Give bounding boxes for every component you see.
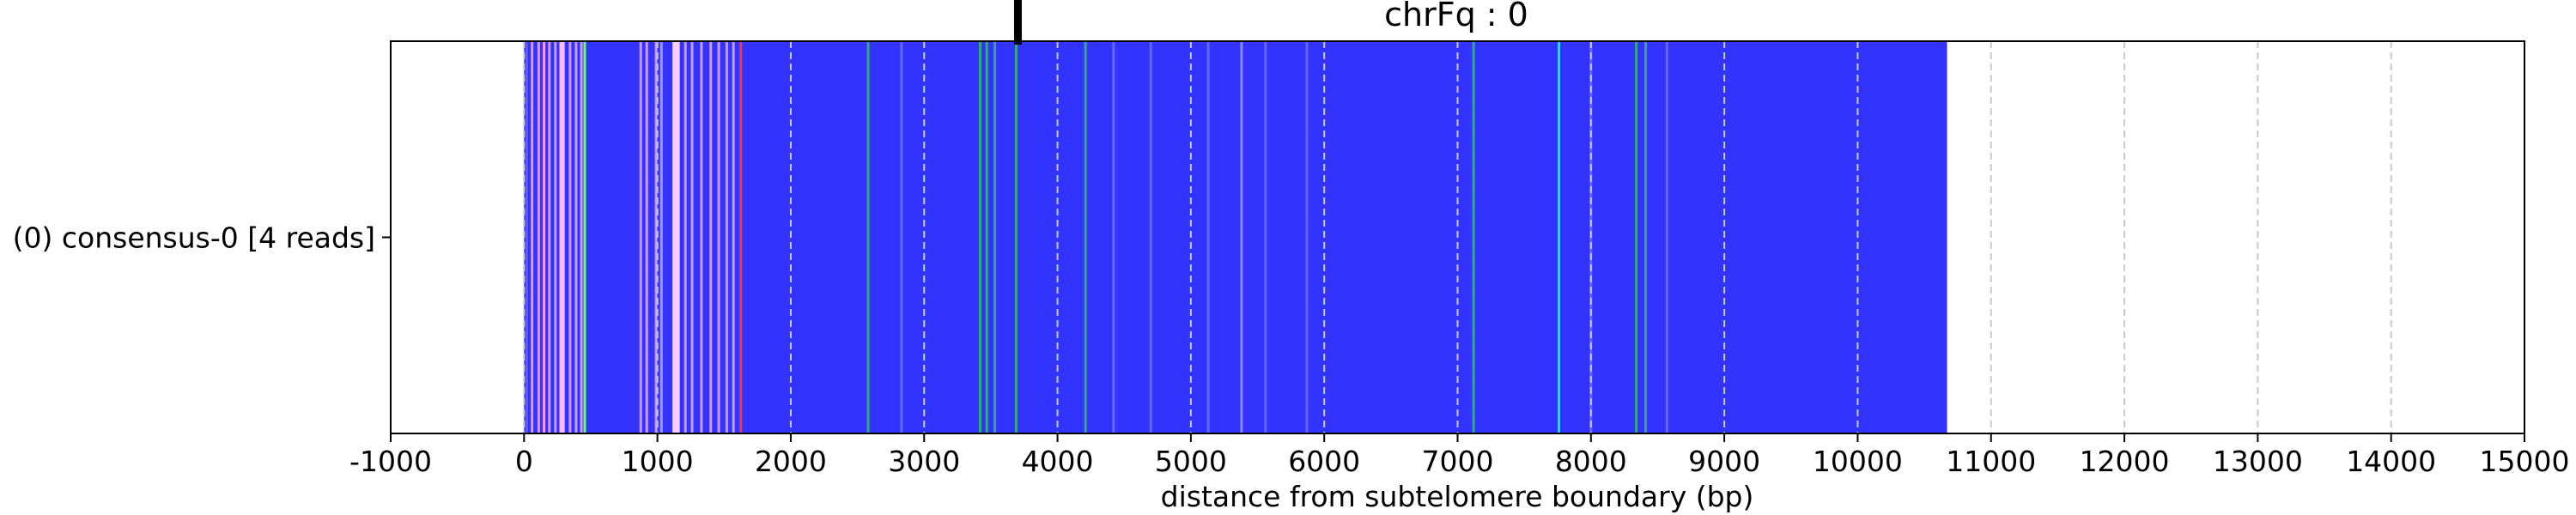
position-marker	[1013, 0, 1022, 45]
track-feature	[639, 41, 642, 433]
track-feature	[739, 41, 743, 433]
track-feature	[543, 41, 546, 433]
track-feature	[559, 41, 565, 433]
track-feature	[645, 41, 648, 433]
x-tick-label: 4000	[1022, 445, 1094, 478]
track-feature	[548, 41, 551, 433]
x-tick-label: 6000	[1288, 445, 1360, 478]
x-tick-label: 3000	[888, 445, 960, 478]
x-tick-label: 8000	[1555, 445, 1627, 478]
track-bar	[524, 41, 1947, 433]
track-feature	[659, 41, 663, 433]
x-tick-label: 2000	[755, 445, 827, 478]
track-feature	[900, 41, 903, 433]
x-tick-label: 11000	[1946, 445, 2036, 478]
track-feature	[537, 41, 540, 433]
track-feature	[732, 41, 735, 433]
track-feature	[700, 41, 703, 433]
track-feature	[1305, 41, 1309, 433]
track-feature	[574, 41, 578, 433]
x-tick-label: 12000	[2080, 445, 2170, 478]
track-feature	[1149, 41, 1152, 433]
track-label: (0) consensus-0 [4 reads]	[13, 221, 375, 255]
chart-title: chrFq : 0	[1384, 0, 1528, 33]
track-feature	[568, 41, 572, 433]
track-feature	[580, 41, 583, 433]
track-feature	[709, 41, 713, 433]
x-tick-label: 5000	[1155, 445, 1227, 478]
x-tick-label: 1000	[622, 445, 694, 478]
x-tick-label: 13000	[2213, 445, 2303, 478]
track-feature	[554, 41, 557, 433]
track-feature	[1264, 41, 1267, 433]
track-feature	[1084, 41, 1087, 433]
track-feature	[866, 41, 870, 433]
track-feature	[583, 41, 586, 433]
track-feature	[1472, 41, 1475, 433]
track-feature	[1112, 41, 1115, 433]
track-feature	[1665, 41, 1668, 433]
x-tick-label: 14000	[2346, 445, 2436, 478]
track-feature	[725, 41, 728, 433]
x-tick-label: 10000	[1813, 445, 1903, 478]
track-feature	[1643, 41, 1647, 433]
track-feature	[717, 41, 720, 433]
track-feature	[672, 41, 680, 433]
x-axis-label: distance from subtelomere boundary (bp)	[1161, 480, 1754, 513]
track-feature	[1206, 41, 1210, 433]
track-feature	[993, 41, 997, 433]
track-feature	[654, 41, 658, 433]
track-feature	[978, 41, 981, 433]
x-tick-label: 7000	[1422, 445, 1494, 478]
track-feature	[1014, 41, 1018, 433]
track-feature	[1558, 41, 1561, 433]
track-feature	[1635, 41, 1638, 433]
track-feature	[531, 41, 534, 433]
track-feature	[1240, 41, 1243, 433]
x-tick-label: 0	[515, 445, 533, 478]
track-feature	[683, 41, 687, 433]
x-tick-label: 15000	[2480, 445, 2570, 478]
track-feature	[690, 41, 694, 433]
track-feature	[525, 41, 528, 433]
x-tick-label: 9000	[1688, 445, 1760, 478]
track-feature	[985, 41, 988, 433]
x-tick-label: -1000	[349, 445, 432, 478]
